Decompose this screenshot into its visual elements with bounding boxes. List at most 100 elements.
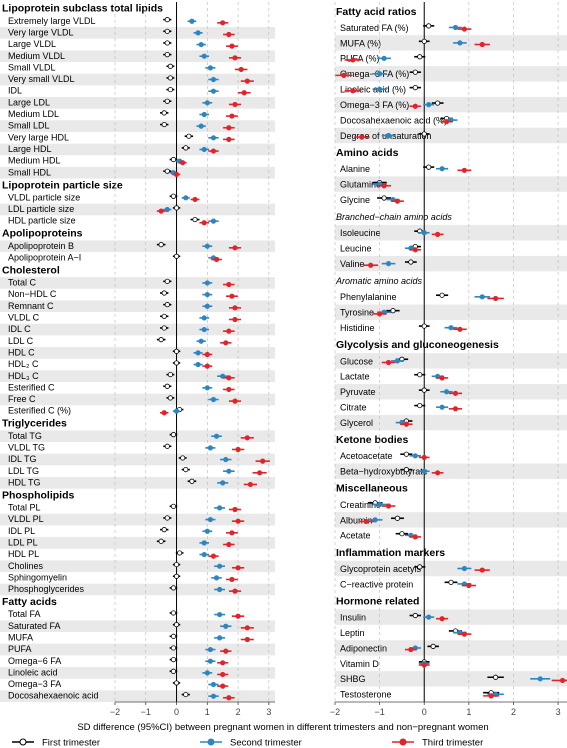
row-band xyxy=(335,35,567,51)
row-label-citrate: Citrate xyxy=(340,403,367,413)
row-label-ldl-tg: LDL TG xyxy=(8,466,39,476)
x-tick-label: 1 xyxy=(205,707,210,717)
point-t2-omega-6-fa xyxy=(377,71,383,77)
point-t2-albumin xyxy=(372,517,378,523)
row-band xyxy=(0,690,275,702)
row-band xyxy=(335,353,567,369)
point-t1-medium-ldl xyxy=(161,110,167,116)
point-t1-phenylalanine xyxy=(439,292,445,298)
point-t1-extremely-large-vldl xyxy=(164,17,170,23)
point-t3-apolipoprotein-b xyxy=(232,245,238,251)
section-title-ketone-bodies: Ketone bodies xyxy=(336,434,409,446)
row-band xyxy=(0,667,275,679)
point-t2-glucose xyxy=(394,358,401,364)
legend-marker-t3 xyxy=(399,738,407,746)
section-title-branched-chain-amino-acids: Branched−chain amino acids xyxy=(336,212,452,222)
row-label-acetate: Acetate xyxy=(340,531,371,541)
row-band xyxy=(335,463,567,479)
row-label-tyrosine: Tyrosine xyxy=(340,308,374,318)
row-label-phosphoglycerides: Phosphoglycerides xyxy=(8,584,85,594)
point-t2-pufa xyxy=(381,55,387,61)
section-title-glycolysis-and-gluconeogenesis: Glycolysis and gluconeogenesis xyxy=(336,339,499,351)
point-t2-idl-c xyxy=(201,326,207,333)
row-band xyxy=(335,176,567,192)
point-t3-phenylalanine xyxy=(493,295,499,302)
point-t2-ldl-tg xyxy=(226,468,232,474)
x-tick-label: 1 xyxy=(466,707,471,717)
point-t1-apolipoprotein-b xyxy=(158,242,164,248)
point-t3-omega-3-fa xyxy=(220,683,226,689)
row-band xyxy=(0,560,275,573)
point-t1-idl-pl xyxy=(161,527,167,533)
point-t2-glycoprotein-acetyls xyxy=(461,565,467,572)
point-t2-hdl-pl xyxy=(201,551,207,558)
point-t2-creatinine xyxy=(377,501,383,508)
point-t1-vldl-pl xyxy=(164,515,170,521)
row-label-total-pl: Total PL xyxy=(8,502,41,512)
row-label-free-c: Free C xyxy=(8,394,36,404)
row-label-valine: Valine xyxy=(340,259,364,269)
point-t3-medium-vldl xyxy=(232,55,238,61)
point-t1-omega-3-fa xyxy=(173,680,180,686)
point-t1-hdl-particle-size xyxy=(192,216,198,223)
point-t3-total-c xyxy=(226,281,232,288)
row-label-mufa: MUFA xyxy=(8,632,33,642)
point-t3-very-large-vldl xyxy=(226,31,232,38)
row-band xyxy=(335,96,567,113)
point-t2-vldl-c xyxy=(201,315,207,321)
point-t2-ldl-particle-size xyxy=(164,206,170,213)
row-label-total-tg: Total TG xyxy=(8,431,42,441)
row-label-lactate: Lactate xyxy=(340,372,370,382)
point-t3-very-small-vldl xyxy=(244,78,250,84)
point-t1-ldl-c xyxy=(158,337,164,343)
point-t1-vldl-tg xyxy=(164,443,170,449)
point-t1-hdl-pl xyxy=(177,550,183,556)
row-label-idl-tg: IDL TG xyxy=(8,454,37,464)
x-tick-label: −1 xyxy=(141,707,151,717)
row-label-phenylalanine: Phenylalanine xyxy=(340,292,397,302)
point-t2-omega-6-fa xyxy=(207,658,213,664)
point-t2-vldl-particle-size xyxy=(183,195,189,201)
point-t1-pufa xyxy=(170,645,177,651)
row-band xyxy=(0,300,275,313)
point-t3-lactate xyxy=(439,375,445,381)
point-t3-phosphoglycerides xyxy=(232,588,238,594)
point-t1-sphingomyelin xyxy=(173,573,180,579)
section-title-apolipoproteins: Apolipoproteins xyxy=(2,228,83,240)
point-t1-large-hdl xyxy=(183,145,189,151)
row-label-large-ldl: Large LDL xyxy=(8,97,50,107)
point-t3-total-tg xyxy=(244,435,250,441)
row-label-vldl-pl: VLDL PL xyxy=(8,514,44,524)
point-t3-mufa xyxy=(244,636,250,643)
point-t2-linoleic-acid xyxy=(377,86,383,92)
point-t1-total-fa xyxy=(170,610,177,616)
row-band xyxy=(0,620,275,633)
point-t3-vldl-tg xyxy=(235,446,241,453)
section-title-cholesterol: Cholesterol xyxy=(2,264,60,276)
plot-panels: Lipoprotein subclass total lipidsExtreme… xyxy=(0,2,567,702)
point-t3-adiponectin xyxy=(408,646,414,653)
point-t3-idl-pl xyxy=(229,530,235,536)
row-band xyxy=(0,583,275,596)
row-label-glucose: Glucose xyxy=(340,356,373,366)
row-band xyxy=(0,277,275,289)
point-t3-ldl-tg xyxy=(257,470,263,476)
point-t2-omega-3-fa xyxy=(210,681,217,688)
point-t3-pufa xyxy=(350,57,356,63)
row-label-saturated-fa: Saturated FA (%) xyxy=(340,23,409,33)
row-band xyxy=(0,240,275,253)
x-tick-label: 3 xyxy=(266,707,271,717)
point-t1-acetate xyxy=(399,531,405,537)
point-t1-citrate xyxy=(417,402,423,409)
row-label-histidine: Histidine xyxy=(340,323,375,333)
point-t3-hdl-c xyxy=(204,351,210,358)
legend-label-t2: Second trimester xyxy=(230,738,302,748)
row-label-extremely-large-vldl: Extremely large VLDL xyxy=(8,16,96,26)
section-title-amino-acids: Amino acids xyxy=(336,147,399,159)
row-band xyxy=(0,513,275,526)
point-t3-pyruvate xyxy=(452,390,459,396)
point-t2-idl-tg xyxy=(223,456,229,463)
point-t1-valine xyxy=(408,259,414,265)
point-t1-pyruvate xyxy=(421,387,427,393)
point-t3-esterified-c xyxy=(226,386,232,393)
